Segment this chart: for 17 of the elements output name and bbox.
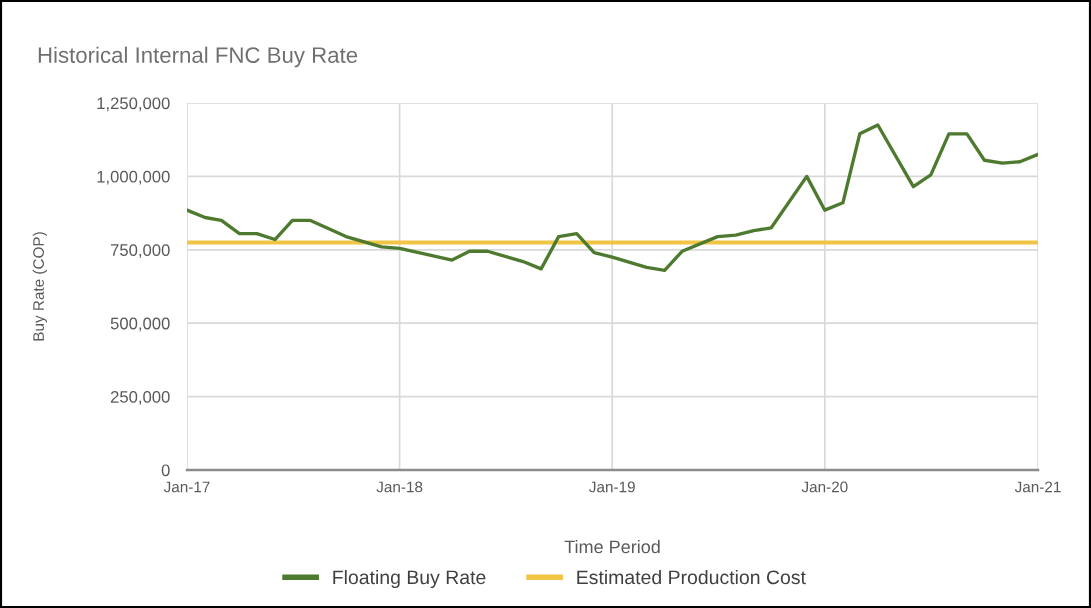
y-tick-label: 1,000,000 [97, 170, 170, 185]
x-tick-label: Jan-18 [376, 481, 423, 493]
legend-label: Floating Buy Rate [333, 569, 486, 589]
y-tick-label: 750,000 [110, 244, 170, 258]
y-tick-label: 250,000 [110, 391, 170, 405]
y-tick-label: 0 [161, 464, 170, 477]
legend-label: Estimated Production Cost [577, 569, 806, 585]
chart-title: Historical Internal FNC Buy Rate [38, 46, 358, 68]
line-series [187, 123, 1038, 273]
y-tick-label: 500,000 [110, 317, 170, 332]
y-axis-title: Buy Rate (COP) [32, 232, 47, 341]
x-tick-label: Jan-21 [1014, 481, 1061, 493]
x-tick-label: Jan-17 [163, 481, 210, 493]
x-axis-title: Time Period [564, 540, 660, 554]
x-tick-label: Jan-19 [589, 481, 635, 493]
x-tick-label: Jan-20 [801, 481, 848, 493]
y-tick-label: 1,250,000 [97, 97, 170, 112]
